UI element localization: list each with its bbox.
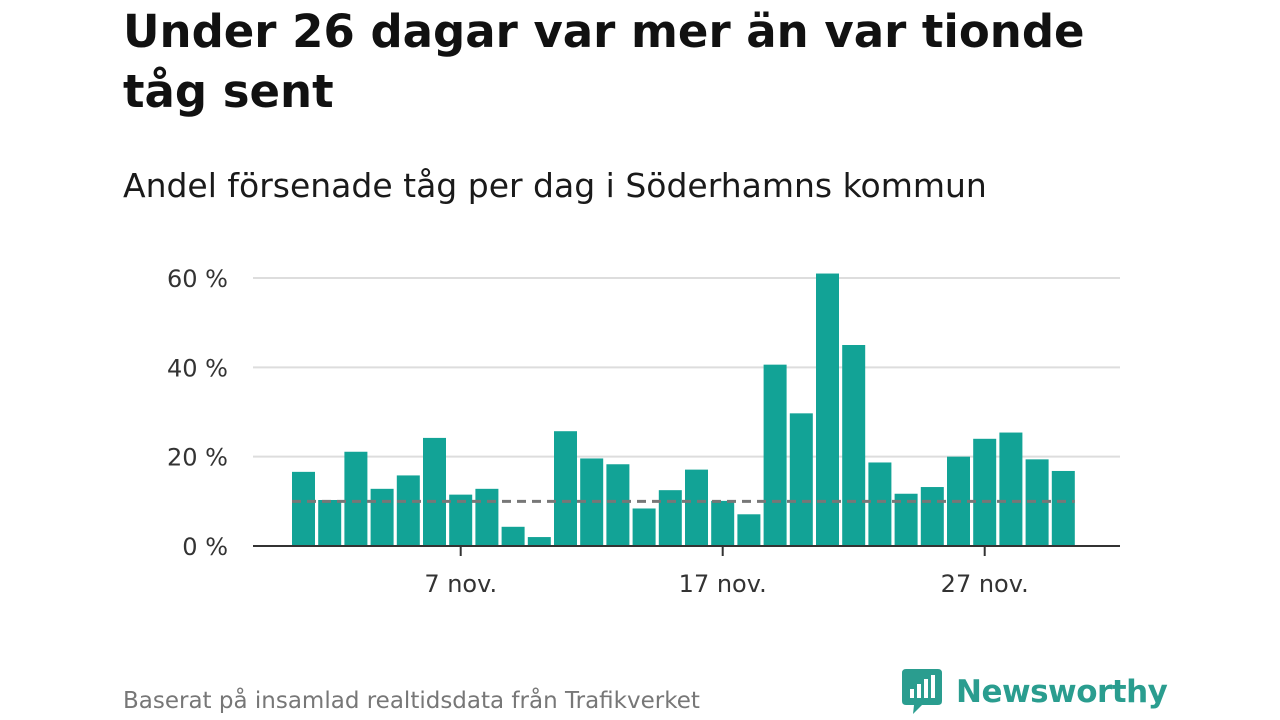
gridlines: [253, 277, 1120, 458]
bar-4: [370, 488, 394, 546]
bar-2: [318, 499, 342, 546]
bars: [292, 273, 1075, 546]
bar-3: [344, 451, 368, 546]
x-tick-label: 7 nov.: [424, 570, 497, 598]
x-axis: [253, 545, 1120, 556]
bar-12: [580, 458, 604, 546]
bar-15: [658, 490, 682, 546]
bar-1: [292, 471, 315, 546]
y-tick-label: 40 %: [167, 354, 228, 382]
bar-30: [1051, 470, 1075, 546]
bar-5: [396, 475, 420, 546]
bar-16: [685, 469, 708, 546]
bar-24: [894, 493, 918, 546]
brand-logo: Newsworthy: [902, 669, 1168, 714]
bar-25: [920, 487, 944, 546]
x-tick-label: 17 nov.: [679, 570, 767, 598]
bar-28: [999, 432, 1023, 546]
bar-29: [1025, 459, 1049, 546]
newsworthy-logo-icon: [902, 669, 942, 714]
bar-7: [449, 494, 473, 546]
brand-name: Newsworthy: [956, 674, 1168, 710]
y-tick-label: 20 %: [167, 444, 228, 472]
bar-10: [527, 537, 551, 546]
bar-8: [475, 488, 499, 546]
bar-13: [606, 464, 630, 546]
bar-19: [763, 364, 787, 546]
x-tick-label: 27 nov.: [941, 570, 1029, 598]
bar-22: [842, 345, 866, 546]
bar-21: [816, 273, 839, 546]
bar-17: [711, 500, 735, 546]
chart-subtitle: Andel försenade tåg per dag i Söderhamns…: [123, 166, 987, 205]
y-tick-label: 0 %: [182, 533, 228, 561]
x-axis-tick-labels: 7 nov. 17 nov. 27 nov.: [424, 570, 1028, 598]
source-note: Baserat på insamlad realtidsdata från Tr…: [123, 688, 700, 714]
chart-title: Under 26 dagar var mer än var tionde tåg…: [123, 5, 1085, 118]
bar-11: [554, 431, 577, 546]
bar-27: [973, 438, 997, 546]
bar-6: [423, 437, 446, 546]
bar-9: [501, 526, 525, 546]
bar-20: [789, 413, 813, 546]
y-tick-label: 60 %: [167, 265, 228, 293]
bar-14: [632, 508, 656, 546]
bar-23: [868, 462, 892, 546]
bar-18: [737, 514, 761, 546]
y-axis-tick-labels: 0 % 20 % 40 % 60 %: [167, 265, 228, 561]
